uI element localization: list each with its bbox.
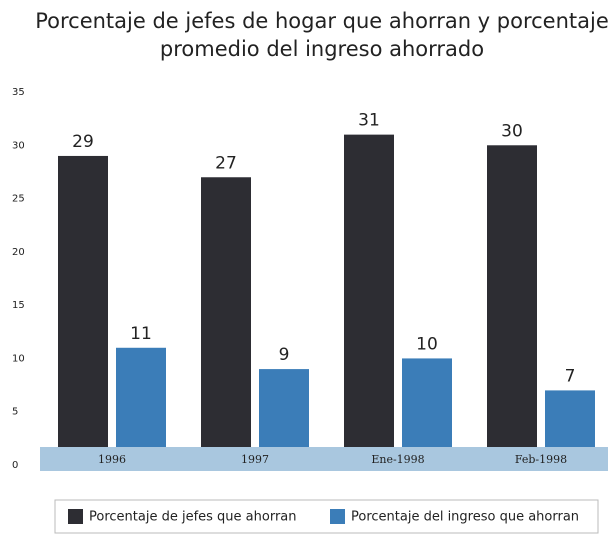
x-tick-label: Feb-1998 (515, 453, 567, 466)
legend-swatch (68, 509, 83, 524)
y-tick-label: 5 (12, 407, 18, 418)
y-tick-label: 30 (12, 140, 25, 151)
chart-title: promedio del ingreso ahorrado (160, 37, 484, 61)
data-label: 7 (565, 366, 576, 386)
chart-title: Porcentaje de jefes de hogar que ahorran… (35, 9, 609, 33)
data-label: 27 (215, 153, 237, 173)
data-label: 11 (130, 324, 152, 344)
legend-box (54, 499, 599, 534)
bar (487, 145, 537, 466)
legend-label: Porcentaje del ingreso que ahorran (351, 510, 579, 525)
bar (344, 134, 394, 465)
data-label: 9 (279, 345, 290, 365)
y-tick-label: 20 (12, 247, 25, 258)
category-strip (40, 447, 608, 471)
legend-label: Porcentaje de jefes que ahorran (89, 510, 297, 525)
y-tick-label: 10 (12, 353, 25, 364)
y-tick-label: 15 (12, 300, 25, 311)
y-tick-label: 0 (12, 460, 18, 471)
x-tick-label: 1997 (241, 453, 269, 466)
data-label: 10 (416, 334, 438, 354)
data-label: 31 (358, 111, 380, 131)
y-tick-label: 35 (12, 87, 25, 98)
x-tick-label: Ene-1998 (371, 453, 424, 466)
bar (58, 155, 108, 465)
y-tick-label: 25 (12, 194, 25, 205)
x-tick-label: 1996 (98, 453, 126, 466)
legend-swatch (330, 509, 345, 524)
data-label: 29 (72, 132, 94, 152)
bar (201, 177, 251, 465)
bar (116, 347, 166, 465)
data-label: 30 (501, 121, 523, 141)
